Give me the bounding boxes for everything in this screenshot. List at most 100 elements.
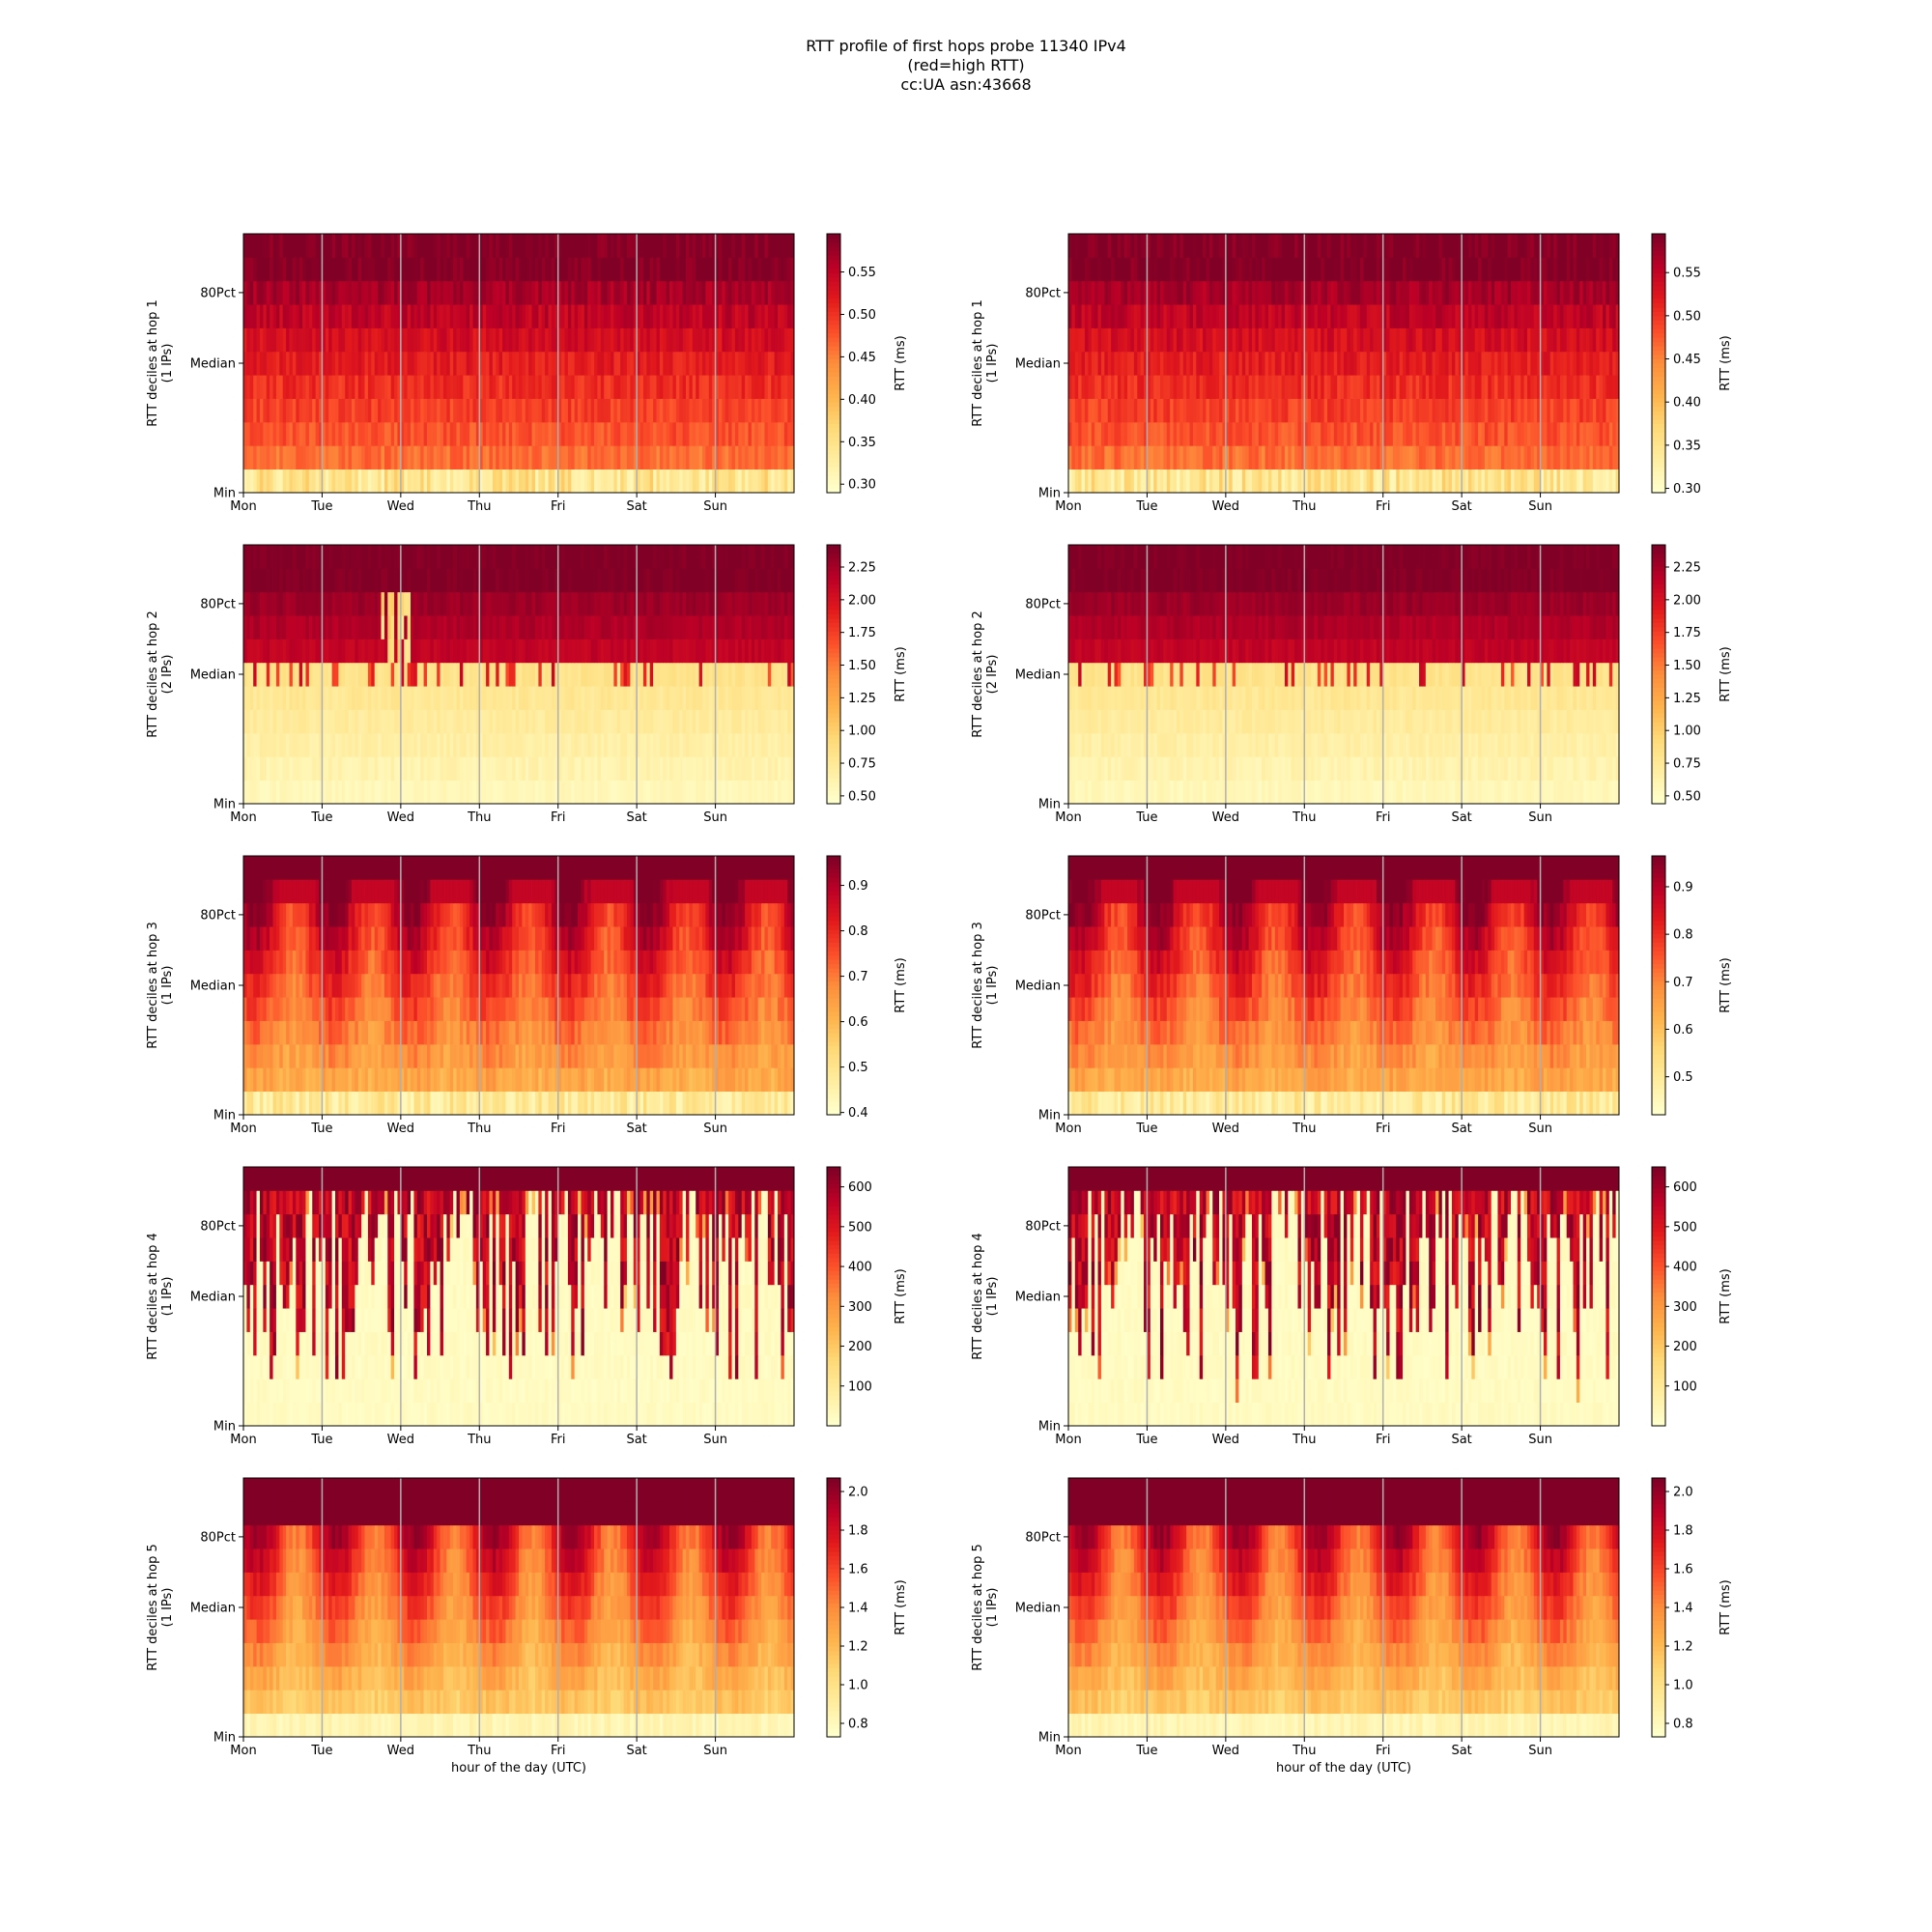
heatmap-cell xyxy=(1071,351,1076,376)
heatmap-cell xyxy=(413,234,418,258)
heatmap-cell xyxy=(328,234,332,258)
heatmap-cell xyxy=(696,257,699,282)
heatmap-cell xyxy=(633,686,638,710)
heatmap-cell xyxy=(1484,327,1489,353)
heatmap-cell xyxy=(266,469,270,494)
heatmap-cell xyxy=(446,639,451,664)
x-tick-label: Mon xyxy=(1055,499,1081,514)
heatmap-cell xyxy=(764,709,769,734)
heatmap-cell xyxy=(1573,327,1577,353)
heatmap-cell xyxy=(715,280,720,305)
heatmap-cell xyxy=(666,469,670,494)
heatmap-cell xyxy=(1596,445,1601,470)
heatmap-cell xyxy=(256,756,261,781)
heatmap-cell xyxy=(571,304,576,328)
heatmap-cell xyxy=(322,375,327,399)
heatmap-cell xyxy=(1566,398,1571,423)
heatmap-cell xyxy=(679,304,684,328)
heatmap-cell xyxy=(341,780,346,805)
heatmap-cell xyxy=(1494,351,1498,376)
heatmap-cell xyxy=(400,662,405,687)
heatmap-cell xyxy=(325,351,329,376)
heatmap-cell xyxy=(604,351,608,376)
heatmap-cell xyxy=(442,732,447,757)
heatmap-cell xyxy=(1603,304,1606,328)
heatmap-cell xyxy=(259,732,264,757)
heatmap-cell xyxy=(587,709,592,734)
heatmap-cell xyxy=(1327,351,1331,376)
colorbar-step xyxy=(827,406,840,412)
heatmap-cell xyxy=(404,351,409,376)
heatmap-cell xyxy=(642,686,647,710)
heatmap-cell xyxy=(390,234,395,258)
heatmap-cell xyxy=(397,257,402,282)
heatmap-cell xyxy=(308,234,313,258)
heatmap-cell xyxy=(1192,234,1197,258)
heatmap-cell xyxy=(561,445,565,470)
heatmap-cell xyxy=(411,780,414,805)
heatmap-cell xyxy=(442,398,447,423)
heatmap-cell xyxy=(416,375,421,399)
heatmap-cell xyxy=(322,398,327,423)
heatmap-cell xyxy=(1340,375,1345,399)
heatmap-cell xyxy=(512,662,516,687)
heatmap-cell xyxy=(338,327,343,353)
heatmap-cell xyxy=(1245,304,1249,328)
heatmap-cell xyxy=(328,421,332,446)
heatmap-cell xyxy=(653,756,657,781)
heatmap-cell xyxy=(266,257,270,282)
heatmap-cell xyxy=(1386,327,1390,353)
heatmap-cell xyxy=(381,780,385,805)
heatmap-cell xyxy=(531,732,536,757)
x-tick-label: Sat xyxy=(1451,499,1471,514)
heatmap-cell xyxy=(1481,351,1486,376)
heatmap-cell xyxy=(692,280,696,305)
heatmap-cell xyxy=(1547,398,1551,423)
heatmap-cell xyxy=(1068,375,1072,399)
heatmap-cell xyxy=(611,469,614,494)
heatmap-cell xyxy=(1196,351,1201,376)
heatmap-cell xyxy=(1189,445,1194,470)
heatmap-cell xyxy=(1179,375,1184,399)
heatmap-cell xyxy=(374,304,379,328)
heatmap-cell xyxy=(783,234,788,258)
heatmap-cell xyxy=(574,709,579,734)
heatmap-cell xyxy=(728,398,732,423)
heatmap-cell xyxy=(1317,304,1321,328)
heatmap-cell xyxy=(270,469,273,494)
heatmap-cell xyxy=(705,662,710,687)
heatmap-cell xyxy=(498,756,503,781)
heatmap-cell xyxy=(574,234,579,258)
heatmap-cell xyxy=(1241,327,1246,353)
heatmap-cell xyxy=(548,398,553,423)
heatmap-cell xyxy=(659,469,664,494)
heatmap-cell xyxy=(581,469,585,494)
heatmap-cell xyxy=(771,662,776,687)
heatmap-cell xyxy=(246,780,251,805)
heatmap-cell xyxy=(374,732,379,757)
heatmap-cell xyxy=(407,304,412,328)
heatmap-cell xyxy=(1321,327,1325,353)
heatmap-cell xyxy=(548,709,553,734)
heatmap-cell xyxy=(1150,257,1154,282)
heatmap-cell xyxy=(1425,234,1430,258)
heatmap-cell xyxy=(1304,280,1309,305)
heatmap-cell xyxy=(440,709,444,734)
heatmap-cell xyxy=(259,469,264,494)
heatmap-cell xyxy=(1137,257,1142,282)
heatmap-cell xyxy=(502,709,506,734)
heatmap-cell xyxy=(466,445,470,470)
colorbar-step xyxy=(1652,302,1665,308)
heatmap-cell xyxy=(246,445,251,470)
heatmap-cell xyxy=(1255,257,1260,282)
heatmap-cell xyxy=(1464,445,1469,470)
heatmap-cell xyxy=(774,375,779,399)
heatmap-cell xyxy=(578,445,582,470)
heatmap-cell xyxy=(289,780,294,805)
heatmap-cell xyxy=(357,234,362,258)
heatmap-cell xyxy=(702,375,706,399)
heatmap-cell xyxy=(659,756,664,781)
heatmap-cell xyxy=(1576,469,1580,494)
heatmap-cell xyxy=(496,234,500,258)
heatmap-cell xyxy=(653,780,657,805)
